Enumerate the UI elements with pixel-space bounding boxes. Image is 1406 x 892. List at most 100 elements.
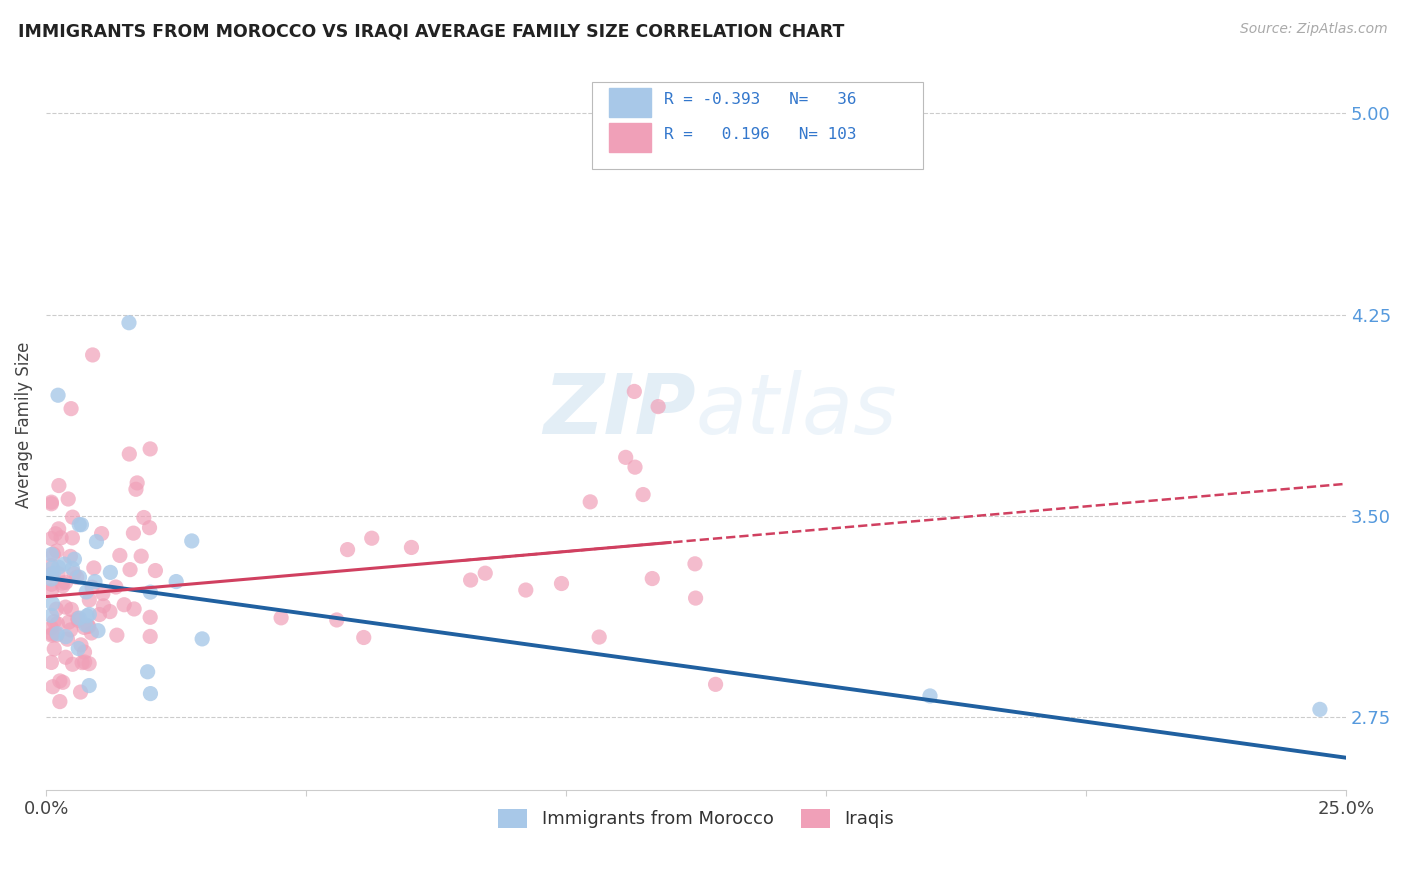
Point — [89, 607, 111, 622]
Point — [53, 557, 76, 571]
Point — [46, 388, 69, 402]
Legend: Immigrants from Morocco, Iraqis: Immigrants from Morocco, Iraqis — [491, 802, 901, 836]
Point — [75, 585, 97, 599]
Point — [73, 655, 96, 669]
Point — [55, 600, 77, 615]
Point — [42, 566, 65, 581]
Point — [623, 384, 645, 399]
Point — [98, 566, 121, 580]
Point — [60, 401, 83, 416]
Point — [41, 567, 63, 582]
Point — [46, 616, 69, 631]
Point — [60, 561, 83, 575]
Point — [48, 478, 70, 492]
Point — [353, 631, 375, 645]
Point — [41, 627, 63, 641]
Point — [180, 533, 202, 548]
Point — [58, 615, 80, 629]
Point — [41, 495, 63, 509]
Point — [67, 611, 90, 625]
Point — [118, 447, 141, 461]
Point — [704, 677, 727, 691]
Text: Source: ZipAtlas.com: Source: ZipAtlas.com — [1240, 22, 1388, 37]
Point — [79, 607, 101, 622]
Point — [118, 316, 141, 330]
Point — [51, 576, 73, 591]
Point — [56, 632, 79, 647]
Point — [41, 558, 63, 573]
Point — [41, 532, 63, 546]
Point — [55, 630, 77, 644]
Point — [122, 602, 145, 616]
Point — [139, 687, 162, 701]
Point — [41, 628, 63, 642]
Point — [76, 608, 98, 623]
Point — [336, 542, 359, 557]
Point — [118, 563, 141, 577]
Point — [55, 575, 77, 590]
Point — [41, 621, 63, 635]
Point — [63, 566, 86, 581]
Point — [83, 561, 105, 575]
Point — [138, 521, 160, 535]
Point — [191, 632, 214, 646]
FancyBboxPatch shape — [609, 123, 651, 153]
Point — [66, 570, 89, 584]
Point — [41, 583, 63, 598]
Point — [647, 400, 669, 414]
Point — [82, 348, 104, 362]
Text: atlas: atlas — [696, 369, 897, 450]
Point — [45, 602, 67, 616]
Y-axis label: Average Family Size: Average Family Size — [15, 342, 32, 508]
Point — [1309, 702, 1331, 716]
Point — [624, 460, 647, 475]
Point — [42, 547, 65, 561]
Text: ZIP: ZIP — [543, 369, 696, 450]
Point — [77, 679, 100, 693]
Point — [683, 557, 706, 571]
Text: R = -0.393   N=   36: R = -0.393 N= 36 — [664, 92, 856, 107]
Point — [67, 614, 90, 628]
Point — [77, 619, 100, 633]
Point — [112, 598, 135, 612]
Point — [42, 615, 65, 629]
Point — [93, 599, 115, 613]
Point — [77, 619, 100, 633]
Point — [105, 628, 128, 642]
Point — [41, 548, 63, 562]
Text: R =   0.196   N= 103: R = 0.196 N= 103 — [664, 128, 856, 143]
Point — [104, 580, 127, 594]
Point — [87, 624, 110, 638]
Point — [59, 623, 82, 637]
Point — [41, 561, 63, 575]
Point — [69, 570, 91, 584]
Point — [614, 450, 637, 465]
Point — [41, 572, 63, 586]
Point — [49, 531, 72, 545]
Point — [41, 608, 63, 623]
Point — [73, 620, 96, 634]
Point — [86, 534, 108, 549]
Point — [132, 510, 155, 524]
Point — [45, 544, 67, 558]
Point — [460, 573, 482, 587]
Point — [41, 497, 63, 511]
Point — [70, 638, 93, 652]
Point — [79, 593, 101, 607]
Point — [46, 566, 69, 581]
Point — [139, 442, 162, 456]
Point — [41, 577, 63, 591]
Point — [918, 689, 941, 703]
Point — [59, 549, 82, 564]
Point — [91, 586, 114, 600]
Point — [77, 657, 100, 671]
Point — [48, 522, 70, 536]
Point — [69, 685, 91, 699]
Point — [685, 591, 707, 605]
Point — [70, 656, 93, 670]
Point — [90, 526, 112, 541]
Point — [136, 665, 159, 679]
Point — [45, 526, 67, 541]
Point — [631, 487, 654, 501]
Point — [46, 626, 69, 640]
